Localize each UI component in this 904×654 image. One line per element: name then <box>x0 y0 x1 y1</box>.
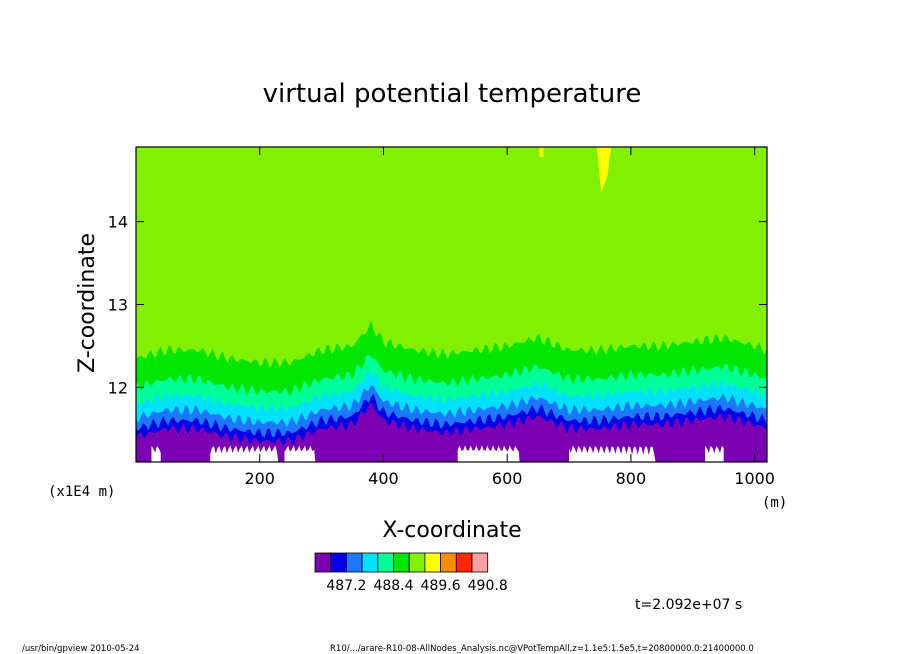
colorbar-label: 488.4 <box>373 578 413 594</box>
white-gap-3 <box>457 445 520 462</box>
colorbar-swatch <box>345 552 363 573</box>
y-tick-label: 13 <box>108 296 128 315</box>
white-gap-5 <box>705 445 724 462</box>
colorbar-swatch <box>361 552 379 573</box>
white-gap-2 <box>284 445 316 462</box>
white-gap-4 <box>569 445 656 462</box>
white-gap-0 <box>151 445 161 462</box>
colorbar-swatch <box>471 552 489 573</box>
chart-title: virtual potential temperature <box>263 79 642 109</box>
colorbar-swatch <box>455 552 473 573</box>
colorbar: 487.2 488.4 489.6 490.8 <box>314 552 508 594</box>
x-unit-label: (m) <box>762 495 787 511</box>
x-tick-label: 800 <box>616 469 647 488</box>
colorbar-label: 487.2 <box>326 578 366 594</box>
footer-left: /usr/bin/gpview 2010-05-24 <box>22 644 140 654</box>
colorbar-swatch <box>424 552 441 573</box>
x-axis: 200 400 600 800 1000 <box>244 147 775 488</box>
colorbar-swatch <box>377 552 394 573</box>
y-scale-note: (x1E4 m) <box>48 484 115 500</box>
y-tick-label: 12 <box>108 378 128 397</box>
time-label: t=2.092e+07 s <box>635 597 742 613</box>
white-gap-1 <box>210 445 279 462</box>
y-axis: 12 13 14 <box>108 213 767 397</box>
y-tick-label: 14 <box>108 213 128 232</box>
plot-area <box>136 147 767 462</box>
colorbar-swatch <box>393 552 410 573</box>
yellow-speck <box>539 147 544 157</box>
colorbar-swatch <box>408 552 426 573</box>
y-axis-label: Z-coordinate <box>75 233 100 373</box>
x-tick-label: 200 <box>244 469 275 488</box>
colorbar-label: 489.6 <box>421 578 461 594</box>
colorbar-swatch <box>440 552 457 573</box>
x-tick-label: 1000 <box>734 469 775 488</box>
colorbar-swatch <box>314 552 332 573</box>
colorbar-label: 490.8 <box>468 578 508 594</box>
x-tick-label: 400 <box>368 469 399 488</box>
x-axis-label: X-coordinate <box>382 518 521 543</box>
colorbar-swatch <box>330 552 347 573</box>
x-tick-label: 600 <box>492 469 523 488</box>
footer-right: R10/.../arare-R10-08-AllNodes_Analysis.n… <box>330 644 754 654</box>
yellow-plume <box>596 147 612 193</box>
